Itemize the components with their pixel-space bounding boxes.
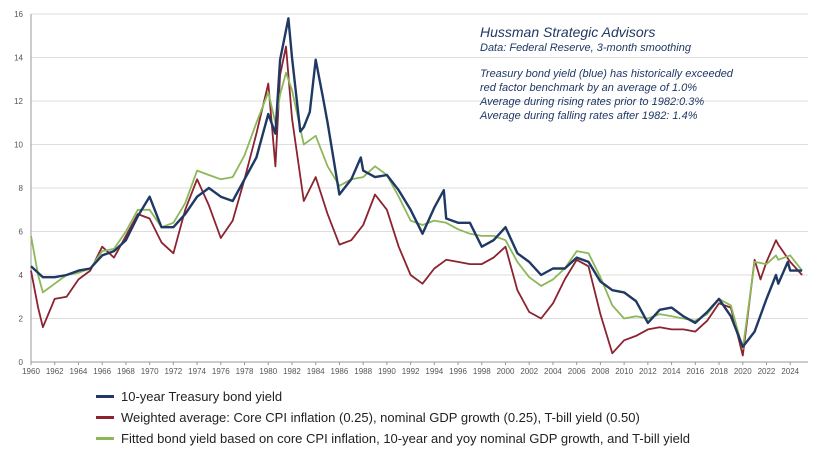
- x-tick-label: 1994: [425, 367, 443, 376]
- annotation-source: Data: Federal Reserve, 3-month smoothing: [480, 42, 691, 54]
- x-tick-label: 1974: [188, 367, 206, 376]
- x-tick-label: 1988: [354, 367, 372, 376]
- x-tick-label: 2002: [520, 367, 538, 376]
- series-line-fitted: [30, 71, 803, 350]
- x-tick-label: 2014: [663, 367, 681, 376]
- legend-swatch-green: [96, 437, 114, 440]
- x-tick-label: 1964: [70, 367, 88, 376]
- y-tick-labels: 0 2 4 6 8 10 12 14 16: [14, 10, 23, 367]
- x-tick-label: 2010: [615, 367, 633, 376]
- x-tick-label: 1984: [307, 367, 325, 376]
- x-tick-label: 1962: [46, 367, 64, 376]
- x-tick-label: 1966: [93, 367, 111, 376]
- legend-swatch-blue: [96, 395, 114, 398]
- x-tick-label: 2004: [544, 367, 562, 376]
- annotation-brand: Hussman Strategic Advisors: [480, 24, 656, 40]
- x-tick-label: 1968: [117, 367, 135, 376]
- legend-label-fitted: Fitted bond yield based on core CPI infl…: [121, 431, 690, 446]
- legend: 10-year Treasury bond yield Weighted ave…: [96, 386, 690, 449]
- x-tick-labels: 1960 1962 1964 1966 1968 1970 1972 1974 1976 1978…: [22, 367, 800, 376]
- x-tick-label: 1980: [259, 367, 277, 376]
- legend-label-weighted: Weighted average: Core CPI inflation (0.…: [121, 410, 640, 425]
- y-tick-label: 0: [19, 358, 24, 367]
- x-tick-label: 1972: [164, 367, 182, 376]
- y-tick-label: 14: [14, 54, 23, 63]
- x-tick-label: 1998: [473, 367, 491, 376]
- y-tick-label: 8: [19, 184, 24, 193]
- legend-item-fitted: Fitted bond yield based on core CPI infl…: [96, 428, 690, 449]
- x-tick-label: 1996: [449, 367, 467, 376]
- legend-item-treasury: 10-year Treasury bond yield: [96, 386, 690, 407]
- x-tick-label: 1978: [236, 367, 254, 376]
- annotation-line-3: Average during rising rates prior to 198…: [480, 96, 705, 108]
- axes: [30, 14, 808, 365]
- x-tick-label: 1992: [402, 367, 420, 376]
- y-tick-label: 12: [14, 97, 23, 106]
- x-tick-label: 1976: [212, 367, 230, 376]
- y-tick-label: 6: [19, 228, 24, 237]
- annotation-line-4: Average during falling rates after 1982:…: [480, 110, 698, 122]
- annotation-box: Hussman Strategic Advisors Data: Federal…: [480, 24, 733, 123]
- x-tick-label: 2020: [734, 367, 752, 376]
- legend-label-treasury: 10-year Treasury bond yield: [121, 389, 283, 404]
- grid-lines: [31, 13, 808, 319]
- legend-swatch-red: [96, 416, 114, 419]
- y-tick-label: 10: [14, 141, 23, 150]
- y-tick-label: 16: [14, 10, 23, 19]
- x-tick-label: 1960: [22, 367, 40, 376]
- annotation-line-2: red factor benchmark by an average of 1.…: [480, 82, 698, 94]
- y-tick-label: 2: [19, 315, 24, 324]
- annotation-line-1: Treasury bond yield (blue) has historica…: [480, 68, 733, 80]
- x-tick-label: 2018: [710, 367, 728, 376]
- x-tick-label: 2006: [568, 367, 586, 376]
- y-tick-label: 4: [19, 271, 24, 280]
- x-tick-label: 2022: [758, 367, 776, 376]
- x-tick-label: 1982: [283, 367, 301, 376]
- series-line-treasury: [30, 17, 803, 348]
- x-tick-label: 1970: [141, 367, 159, 376]
- x-tick-label: 2000: [497, 367, 515, 376]
- x-tick-label: 2012: [639, 367, 657, 376]
- series-lines: [30, 17, 803, 357]
- series-line-weighted: [30, 45, 803, 357]
- legend-item-weighted: Weighted average: Core CPI inflation (0.…: [96, 407, 690, 428]
- x-tick-label: 2024: [781, 367, 799, 376]
- x-tick-label: 1990: [378, 367, 396, 376]
- x-tick-label: 2016: [686, 367, 704, 376]
- x-tick-label: 1986: [331, 367, 349, 376]
- x-tick-label: 2008: [592, 367, 610, 376]
